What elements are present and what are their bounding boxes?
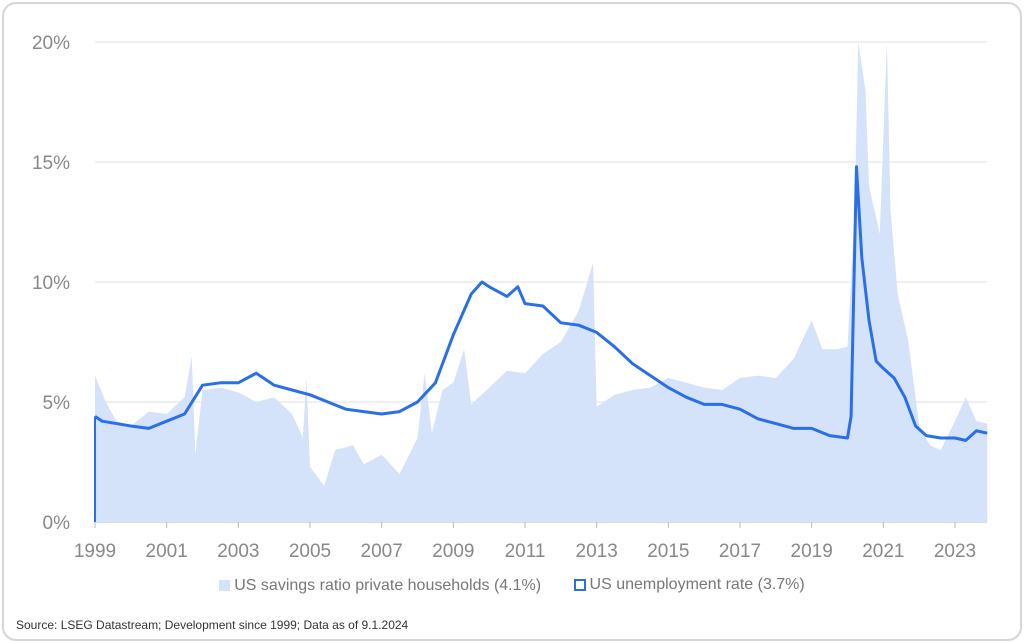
- x-tick-label: 2017: [719, 541, 761, 562]
- x-tick-label: 2015: [647, 541, 689, 562]
- y-tick-label: 5%: [43, 393, 71, 414]
- legend-label-savings: US savings ratio private households (4.1…: [234, 576, 542, 594]
- x-tick-label: 2003: [217, 541, 259, 562]
- legend: US savings ratio private households (4.1…: [0, 576, 1024, 596]
- y-tick-label: 15%: [32, 153, 70, 174]
- x-tick-label: 2011: [505, 541, 546, 562]
- y-tick-label: 20%: [32, 33, 70, 54]
- legend-label-unemployment: US unemployment rate (3.7%): [589, 576, 805, 593]
- x-tick-label: 2007: [361, 541, 403, 562]
- x-tick-label: 2023: [934, 541, 976, 562]
- x-tick-label: 2009: [432, 541, 474, 562]
- legend-item-unemployment[interactable]: US unemployment rate (3.7%): [573, 576, 805, 594]
- x-tick-label: 1999: [74, 541, 116, 562]
- y-tick-label: 10%: [32, 273, 70, 294]
- y-tick-label: 0%: [43, 513, 71, 534]
- source-note: Source: LSEG Datastream; Development sin…: [16, 618, 409, 632]
- unemployment-swatch: [573, 579, 586, 591]
- x-tick-label: 2013: [576, 541, 618, 562]
- unemployment-line: [94, 165, 988, 442]
- savings-area: [95, 42, 988, 522]
- x-tick-label: 2005: [289, 541, 331, 562]
- savings-swatch: [219, 580, 231, 591]
- legend-item-savings[interactable]: US savings ratio private households (4.1…: [219, 577, 541, 595]
- x-tick-label: 2021: [862, 541, 904, 562]
- x-tick-label: 2019: [791, 541, 833, 562]
- x-tick-label: 2001: [146, 541, 188, 562]
